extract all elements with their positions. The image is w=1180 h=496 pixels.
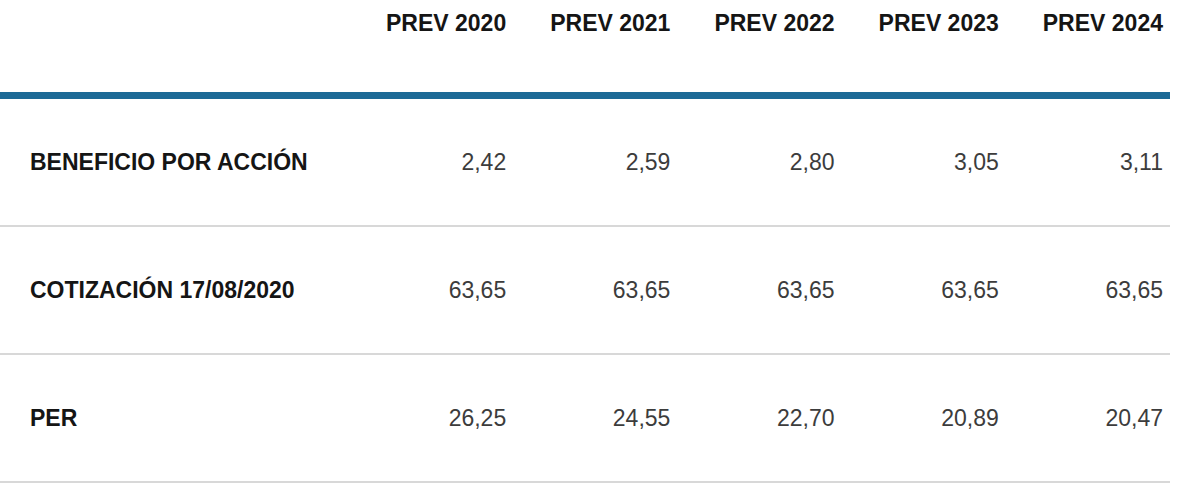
row-label: PER: [30, 405, 342, 432]
column-header-prev-2021: PREV 2021: [506, 0, 670, 37]
cell-value: 63,65: [506, 277, 670, 304]
table-row-per: PER 26,25 24,55 22,70 20,89 20,47: [0, 355, 1170, 483]
cell-value: 63,65: [670, 277, 834, 304]
cell-value: 2,80: [670, 149, 834, 176]
row-label: COTIZACIÓN 17/08/2020: [30, 277, 342, 304]
header-accent-rule: [0, 92, 1170, 99]
table-row-beneficio-por-accion: BENEFICIO POR ACCIÓN 2,42 2,59 2,80 3,05…: [0, 99, 1170, 227]
table-row-cotizacion: COTIZACIÓN 17/08/2020 63,65 63,65 63,65 …: [0, 227, 1170, 355]
cell-value: 20,89: [835, 405, 999, 432]
cell-value: 24,55: [506, 405, 670, 432]
column-header-prev-2023: PREV 2023: [835, 0, 999, 37]
cell-value: 2,59: [506, 149, 670, 176]
cell-value: 3,11: [999, 149, 1163, 176]
row-label: BENEFICIO POR ACCIÓN: [30, 149, 342, 176]
cell-value: 20,47: [999, 405, 1163, 432]
cell-value: 22,70: [670, 405, 834, 432]
cell-value: 63,65: [835, 277, 999, 304]
cell-value: 63,65: [999, 277, 1163, 304]
cell-value: 2,42: [342, 149, 506, 176]
column-header-prev-2022: PREV 2022: [670, 0, 834, 37]
cell-value: 3,05: [835, 149, 999, 176]
cell-value: 26,25: [342, 405, 506, 432]
table-header-row: PREV 2020 PREV 2021 PREV 2022 PREV 2023 …: [0, 0, 1170, 92]
column-header-prev-2020: PREV 2020: [342, 0, 506, 37]
corner-cell: [30, 0, 342, 10]
forecast-table: PREV 2020 PREV 2021 PREV 2022 PREV 2023 …: [0, 0, 1170, 483]
cell-value: 63,65: [342, 277, 506, 304]
column-header-prev-2024: PREV 2024: [999, 0, 1163, 37]
